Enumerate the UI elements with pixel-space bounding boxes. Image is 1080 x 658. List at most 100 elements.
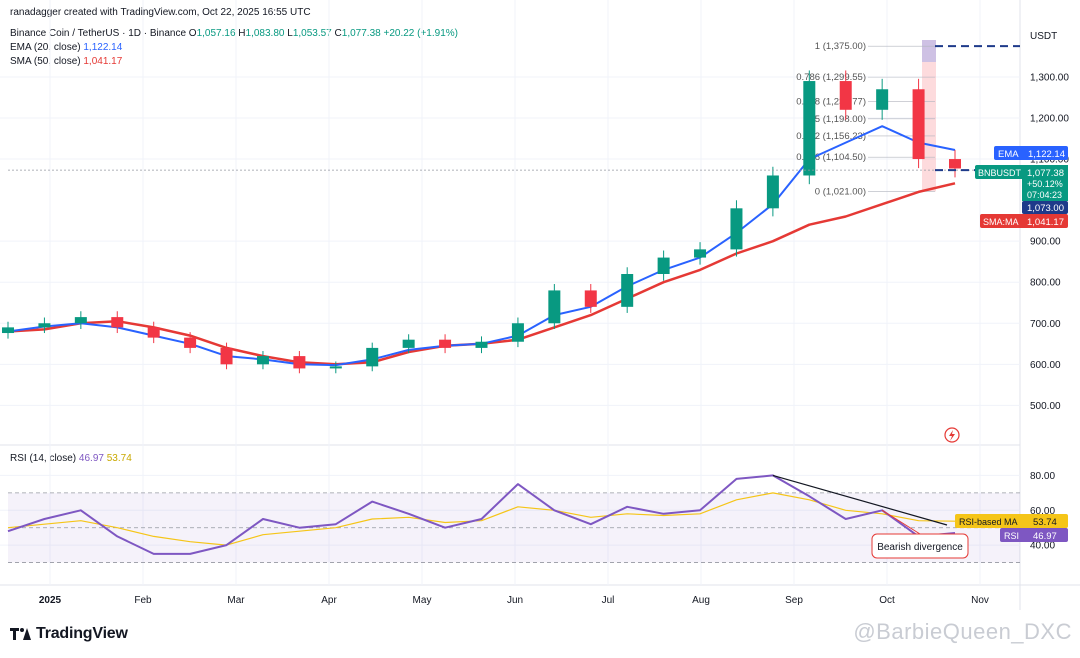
fib-level-label: 0.382 (1,156.23) (796, 131, 866, 142)
rsi-tick-label: 40.00 (1030, 541, 1055, 552)
time-tick-label: Sep (785, 595, 803, 606)
tradingview-logo[interactable]: TradingView (10, 625, 128, 643)
ohlc-change: +20.22 (+1.91%) (383, 28, 458, 39)
rsi-legend-label: RSI (14, close) (10, 453, 77, 464)
sma-badge: SMA:MA 1,041.17 (980, 214, 1068, 228)
candle-body (184, 337, 197, 348)
candle-body (657, 257, 670, 274)
candle-body (511, 323, 524, 342)
ohlc-open: 1,057.16 (196, 28, 236, 39)
ohlc-high-label: H (238, 28, 246, 39)
time-axis[interactable]: 2025 Feb Mar Apr May Jun Jul Aug Sep Oct Nov (39, 595, 989, 606)
fib-range-box (922, 40, 936, 192)
candle-body (730, 208, 743, 250)
ema-legend-label: EMA (20, close) (10, 42, 81, 53)
candle-body (2, 327, 14, 334)
annotation-pointer (881, 509, 921, 535)
price-tick-label: 1,300.00 (1030, 72, 1069, 83)
price-tick-label: 1,200.00 (1030, 114, 1069, 125)
bearish-divergence-annotation[interactable]: Bearish divergence (871, 533, 969, 559)
tv-logo-icon (10, 628, 32, 640)
time-tick-label: May (413, 595, 432, 606)
candle-body (548, 290, 561, 324)
ema-badge: EMA 1,122.14 (994, 146, 1068, 160)
price-badge-value: 1,077.38 (1027, 168, 1064, 179)
fib-level-label: 1 (1,375.00) (815, 41, 866, 52)
rsi-legend-value: 46.97 (78, 453, 104, 464)
candle-body (949, 159, 961, 169)
candle-body (876, 89, 889, 110)
candle-body (402, 339, 415, 348)
symbol-name[interactable]: Binance Coin / TetherUS · 1D · Binance (10, 28, 187, 39)
candle-body (694, 249, 707, 258)
lightning-icon[interactable] (944, 427, 960, 443)
time-tick-label: Aug (692, 595, 710, 606)
rsi-badge-value: 46.97 (1033, 531, 1057, 542)
price-tick-label: 500.00 (1030, 401, 1061, 412)
candle-body (912, 89, 925, 160)
price-tick-label: 600.00 (1030, 360, 1061, 371)
level-badge-value: 1,073.00 (1027, 203, 1064, 214)
price-badge-label: BNBUSDT (978, 168, 1022, 178)
ema-legend[interactable]: EMA (20, close) 1,122.14 (10, 42, 122, 53)
candle-body (74, 317, 87, 324)
rsi-tick-label: 60.00 (1030, 506, 1055, 517)
rsi-ma-badge: RSI-based MA 53.74 (955, 514, 1068, 528)
candle-body (803, 81, 816, 176)
price-axis[interactable]: 1,300.00 1,200.00 1,100.00 900.00 800.00 700.… (1030, 72, 1069, 411)
rsi-badge: RSI 46.97 (1000, 528, 1068, 542)
divergence-lines (772, 474, 948, 535)
candle-body (584, 290, 597, 307)
candle-body (366, 347, 379, 367)
time-tick-label: Jun (507, 595, 523, 606)
price-tick-label: 700.00 (1030, 319, 1061, 330)
symbol-legend: Binance Coin / TetherUS · 1D · Binance O… (10, 28, 458, 39)
author-line: ranadagger created with TradingView.com,… (10, 7, 311, 18)
rsi-axis[interactable]: 80.00 60.00 40.00 (1030, 471, 1055, 552)
candle-body (766, 175, 779, 209)
rsi-band-lines (8, 492, 1020, 563)
time-tick-label: Oct (879, 595, 895, 606)
time-tick-label: Mar (227, 595, 245, 606)
sma-legend-label: SMA (50, close) (10, 56, 81, 67)
rsi-legend[interactable]: RSI (14, close) 46.97 53.74 (10, 453, 132, 464)
price-tick-label: 900.00 (1030, 237, 1061, 248)
candle-body (293, 356, 306, 369)
ohlc-open-label: O (188, 28, 197, 39)
fib-top-box (922, 40, 936, 62)
candle-body (147, 327, 160, 338)
candle-body (839, 81, 852, 110)
time-tick-label: Apr (321, 595, 337, 606)
candle-body (38, 323, 51, 328)
ohlc-low: 1,053.57 (292, 28, 332, 39)
candle-body (220, 347, 233, 365)
ohlc-high: 1,083.80 (245, 28, 285, 39)
sma-badge-value: 1,041.17 (1027, 217, 1064, 228)
ema-badge-label: EMA (998, 149, 1019, 160)
candle-body (439, 339, 452, 348)
rsi-ma-badge-value: 53.74 (1033, 517, 1057, 528)
price-badge-countdown: 07:04:23 (1027, 190, 1062, 200)
annotation-text: Bearish divergence (877, 542, 963, 553)
candle-body (256, 356, 269, 365)
ema-badge-value: 1,122.14 (1028, 149, 1065, 160)
rsi-ma-badge-label: RSI-based MA (959, 517, 1018, 527)
fib-level-label: 0.236 (1,104.50) (796, 152, 866, 163)
rsi-ma-series (7, 492, 956, 546)
time-tick-label: 2025 (39, 595, 62, 606)
sma-legend[interactable]: SMA (50, close) 1,041.17 (10, 56, 122, 67)
rsi-line (7, 474, 956, 555)
fib-level-label: 0.618 (1,239.77) (796, 97, 866, 108)
fib-level-label: 0.786 (1,299.55) (796, 72, 866, 83)
watermark: @BarbieQueen_DXC (853, 619, 1072, 644)
level-lines (8, 45, 1020, 172)
ohlc-low-label: L (287, 28, 293, 39)
divergence-line (772, 474, 948, 526)
rsi-series (7, 474, 956, 555)
candle-body (475, 341, 488, 348)
price-badge: BNBUSDT 1,077.38 +50.12% 07:04:23 (975, 165, 1068, 201)
price-chart[interactable]: 1 (1,375.00) 0.786 (1,299.55) 0.618 (1,239… (0, 0, 1080, 620)
candle-body (621, 274, 634, 307)
level-badge: 1,073.00 (1022, 201, 1068, 214)
candles (2, 70, 961, 374)
